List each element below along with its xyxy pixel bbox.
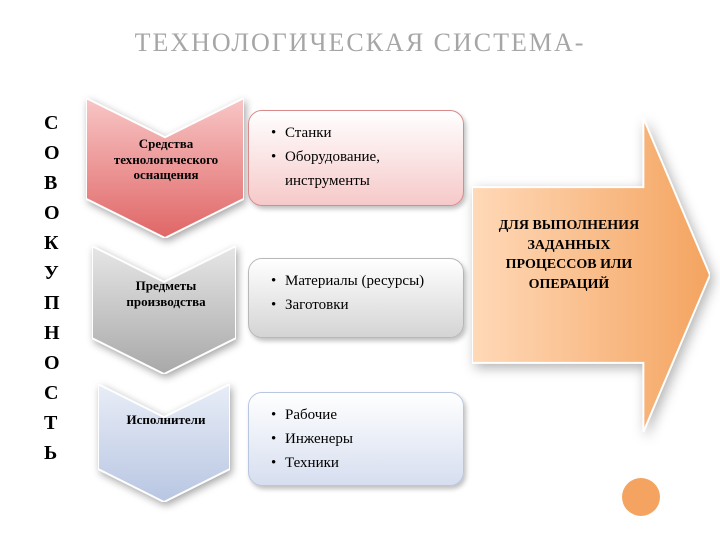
big-arrow-label: ДЛЯ ВЫПОЛНЕНИЯ ЗАДАННЫХ ПРОЦЕССОВ ИЛИ ОП… bbox=[494, 216, 644, 294]
chevron-3-label: Исполнители bbox=[106, 412, 226, 428]
panel-item: Инженеры bbox=[285, 427, 447, 451]
chevron-1-label: Средства технологического оснащения bbox=[96, 136, 236, 183]
panel-item: Заготовки bbox=[285, 293, 447, 317]
panel-item: Рабочие bbox=[285, 403, 447, 427]
accent-circle bbox=[622, 478, 660, 516]
chevron-2 bbox=[92, 246, 236, 374]
panel-1: СтанкиОборудование, инструменты bbox=[248, 110, 464, 206]
slide-title: ТЕХНОЛОГИЧЕСКАЯ СИСТЕМА- bbox=[0, 28, 720, 58]
panel-3: РабочиеИнженерыТехники bbox=[248, 392, 464, 486]
panel-item: Станки bbox=[285, 121, 447, 145]
title-text: ТЕХНОЛОГИЧЕСКАЯ СИСТЕМА- bbox=[135, 28, 586, 57]
chevron-2-label: Предметы производства bbox=[102, 278, 230, 309]
slide-root: ТЕХНОЛОГИЧЕСКАЯ СИСТЕМА- СОВОКУПНОСТЬ Ср… bbox=[0, 0, 720, 540]
vertical-word: СОВОКУПНОСТЬ bbox=[44, 108, 60, 468]
panel-item: Материалы (ресурсы) bbox=[285, 269, 447, 293]
panel-item: Техники bbox=[285, 451, 447, 475]
panel-2: Материалы (ресурсы)Заготовки bbox=[248, 258, 464, 338]
panel-item: Оборудование, инструменты bbox=[285, 145, 447, 193]
chevron-3 bbox=[98, 384, 230, 502]
